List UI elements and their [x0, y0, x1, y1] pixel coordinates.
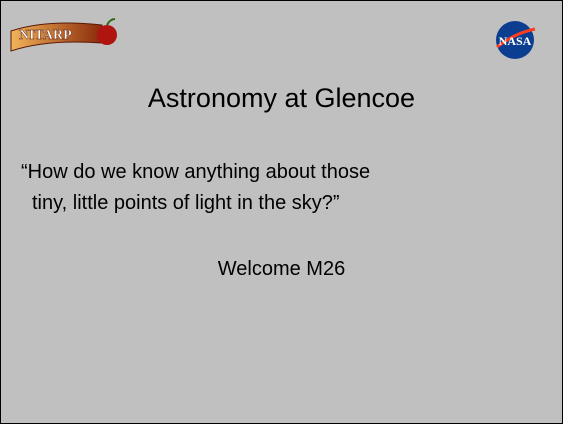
- quote-line: tiny, little points of light in the sky?…: [32, 192, 340, 214]
- logo-text: NASA: [499, 34, 532, 48]
- nasa-logo: NASA: [496, 21, 536, 59]
- welcome-text: Welcome M26: [217, 258, 346, 280]
- quote-line: “How do we know anything about those: [21, 161, 371, 183]
- nitarp-logo: NITARP: [10, 18, 117, 52]
- logo-apple: [97, 25, 117, 45]
- slide-title: Astronomy at Glencoe: [147, 83, 416, 113]
- logo-chevron: [496, 27, 536, 49]
- logo-text: NITARP: [19, 28, 72, 43]
- logo-leaf: [106, 18, 116, 26]
